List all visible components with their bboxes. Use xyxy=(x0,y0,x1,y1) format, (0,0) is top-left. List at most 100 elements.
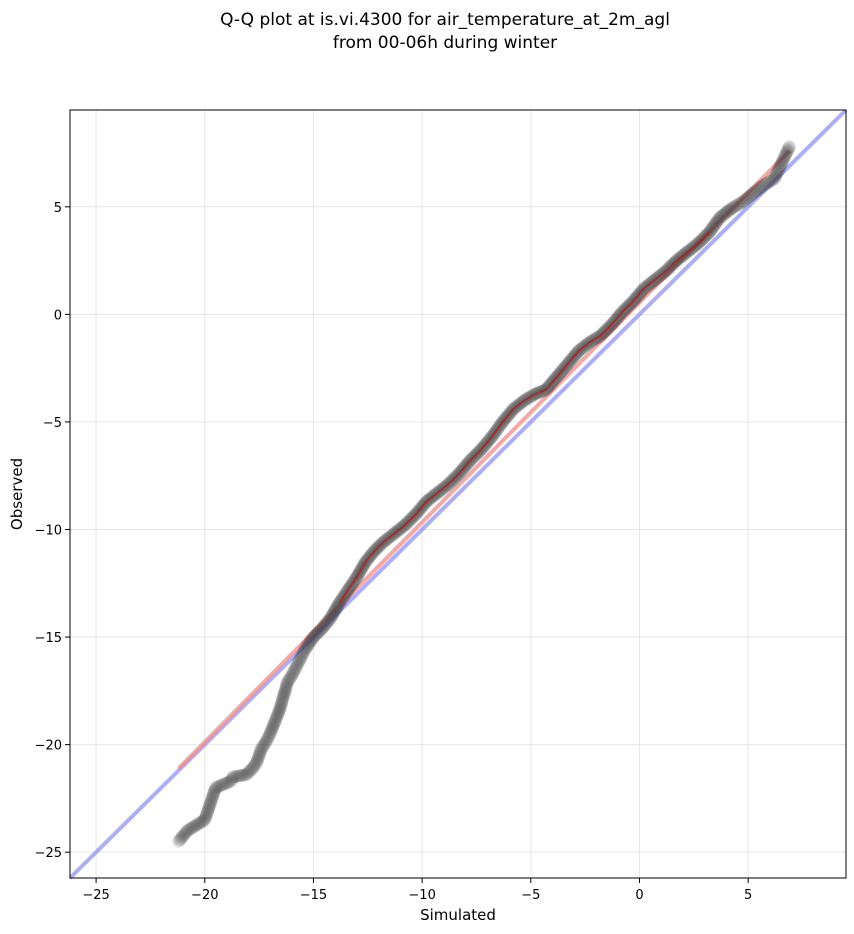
quantile-point xyxy=(265,723,279,737)
quantile-point xyxy=(303,635,317,649)
quantile-point xyxy=(317,619,331,633)
quantile-point xyxy=(763,174,777,188)
quantile-point xyxy=(748,185,762,199)
quantile-point xyxy=(711,213,725,227)
x-tick-label: 0 xyxy=(635,888,643,903)
quantile-point xyxy=(330,599,344,613)
quantile-point xyxy=(205,791,219,804)
quantile-point xyxy=(211,780,225,793)
quantile-point xyxy=(240,767,254,781)
quantile-point xyxy=(321,614,335,628)
quantile-point xyxy=(328,604,341,618)
quantile-point xyxy=(232,769,246,783)
quantile-point xyxy=(236,768,250,782)
quantile-point xyxy=(218,777,232,790)
quantile-point xyxy=(779,148,793,162)
quantile-point xyxy=(304,634,318,648)
quantile-point xyxy=(296,646,310,660)
quantile-point xyxy=(273,703,286,717)
quantile-point xyxy=(202,802,215,816)
quantile-point xyxy=(732,197,746,211)
quantile-point xyxy=(184,821,198,835)
quantile-point xyxy=(310,627,324,641)
plot-frame xyxy=(69,109,847,879)
quantile-point xyxy=(283,671,297,685)
y-axis-label: Observed xyxy=(8,458,26,530)
quantile-point xyxy=(229,769,243,783)
quantile-point xyxy=(776,154,789,168)
quantile-point xyxy=(252,749,266,763)
quantile-point xyxy=(216,778,230,792)
quantile-point xyxy=(267,718,281,731)
quantile-point xyxy=(271,707,285,721)
fit-curve xyxy=(338,231,710,604)
quantile-point xyxy=(330,601,344,615)
quantile-point xyxy=(228,770,241,784)
quantile-point xyxy=(242,765,256,778)
quantile-point xyxy=(279,681,293,695)
quantile-point xyxy=(728,200,742,213)
quantile-point xyxy=(288,662,302,676)
quantile-point xyxy=(204,795,218,809)
quantile-point xyxy=(279,682,293,696)
quantile-point xyxy=(270,709,284,723)
quantile-point xyxy=(268,713,282,727)
quantile-point xyxy=(189,818,203,832)
quantile-point xyxy=(203,798,217,811)
quantile-point xyxy=(297,644,311,658)
quantile-point xyxy=(742,190,756,204)
quantile-point xyxy=(280,678,294,692)
x-tick-label: −15 xyxy=(300,888,327,903)
quantile-point xyxy=(178,826,192,840)
quantile-point xyxy=(247,759,261,773)
quantile-point xyxy=(736,195,750,208)
quantile-point xyxy=(255,741,269,755)
quantile-point xyxy=(202,800,216,814)
quantile-point xyxy=(223,775,236,789)
quantile-point xyxy=(213,779,227,793)
quantile-point xyxy=(782,141,796,155)
quantile-point xyxy=(743,189,757,203)
quantile-point xyxy=(331,598,345,612)
quantile-point xyxy=(738,193,752,207)
quantile-point xyxy=(282,673,296,687)
quantile-point xyxy=(299,642,313,656)
quantile-point xyxy=(263,727,277,741)
y-tick-label: 5 xyxy=(54,201,62,216)
quantile-point xyxy=(270,711,283,725)
chart-title-line-1: Q-Q plot at is.vi.4300 for air_temperatu… xyxy=(220,10,670,30)
quantile-point xyxy=(173,833,187,847)
quantile-point xyxy=(225,771,239,785)
quantile-point xyxy=(187,820,201,834)
quantile-point xyxy=(249,756,263,770)
quantile-point xyxy=(273,702,287,715)
quantile-point xyxy=(250,755,264,769)
quantile-point xyxy=(770,165,784,179)
quantile-point xyxy=(746,187,759,201)
quantile-point xyxy=(291,657,304,671)
quantile-point xyxy=(198,812,212,825)
quantile-point xyxy=(210,780,224,794)
quantile-point xyxy=(281,674,295,688)
quantile-point xyxy=(328,603,342,617)
quantile-point xyxy=(780,145,794,159)
quantile-point xyxy=(287,665,301,678)
quantile-point xyxy=(195,815,209,828)
quantile-point xyxy=(205,792,219,806)
quantile-point xyxy=(217,777,231,791)
quantile-point xyxy=(254,742,268,756)
quantile-point xyxy=(773,160,787,174)
quantile-point xyxy=(749,184,763,198)
quantile-point xyxy=(332,597,346,611)
quantile-point xyxy=(272,704,286,718)
quantile-point xyxy=(324,611,338,625)
x-tick-label: 5 xyxy=(744,888,752,903)
quantile-point xyxy=(226,770,240,784)
quantile-point xyxy=(267,716,281,730)
quantile-point xyxy=(709,216,723,230)
x-tick-label: −20 xyxy=(191,888,218,903)
quantile-point xyxy=(279,680,293,693)
quantile-point xyxy=(188,819,202,833)
quantile-point xyxy=(301,638,315,652)
